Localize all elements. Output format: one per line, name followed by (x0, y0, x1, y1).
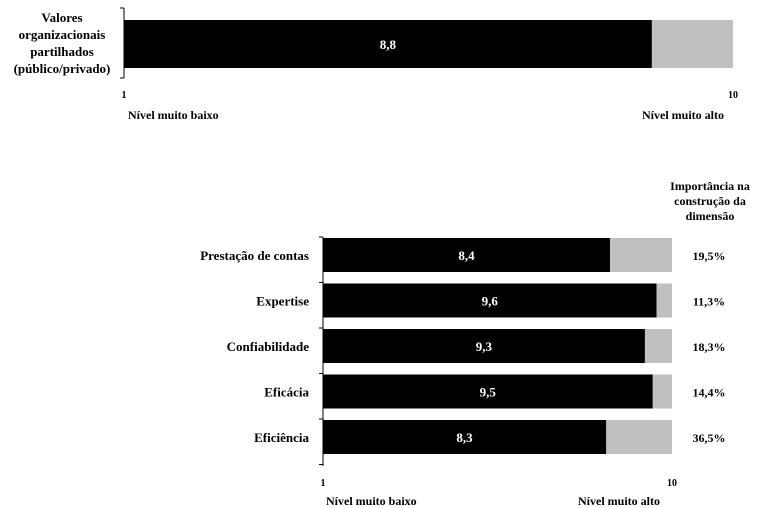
category-label: partilhados (30, 44, 94, 59)
category-label: Eficácia (264, 385, 309, 400)
bar-value-label: 9,3 (476, 339, 493, 354)
axis-end-label-high: Nível muito alto (642, 108, 724, 122)
category-label: Prestação de contas (200, 248, 309, 263)
bar (323, 238, 610, 272)
category-label: Valores (41, 10, 82, 25)
bar-value-label: 8,3 (456, 430, 473, 445)
category-label: (público/privado) (14, 61, 111, 76)
x-tick-label: 1 (321, 478, 326, 489)
bar-value-label: 9,6 (482, 294, 499, 309)
importance-header: dimensão (686, 209, 735, 223)
x-tick-label: 1 (122, 90, 127, 101)
category-label: Expertise (256, 294, 309, 309)
bar (323, 329, 645, 363)
bar-value-label: 8,4 (458, 248, 475, 263)
importance-label: 11,3% (693, 295, 725, 309)
importance-label: 36,5% (693, 431, 726, 445)
axis-end-label-high: Nível muito alto (578, 494, 660, 508)
bar (124, 20, 652, 68)
x-tick-label: 10 (667, 478, 677, 489)
category-label: Confiabilidade (227, 339, 310, 354)
importance-header: construção da (674, 194, 746, 208)
bar-value-label: 8,8 (380, 37, 397, 52)
bar (323, 420, 607, 454)
bar (323, 374, 653, 409)
importance-label: 19,5% (693, 249, 726, 263)
axis-end-label-low: Nível muito baixo (326, 494, 417, 508)
chart-values-shared: 8,8 Valores organizacionais partilhados (púb… (14, 7, 738, 122)
importance-header: Importância na (670, 179, 750, 193)
bar (323, 283, 657, 318)
bar-value-label: 9,5 (480, 385, 497, 400)
importance-label: 14,4% (693, 386, 726, 400)
category-label: Eficiência (254, 430, 309, 445)
x-tick-label: 10 (728, 90, 738, 101)
axis-end-label-low: Nível muito baixo (128, 108, 219, 122)
category-label: organizacionais (19, 27, 106, 42)
importance-label: 18,3% (693, 340, 726, 354)
